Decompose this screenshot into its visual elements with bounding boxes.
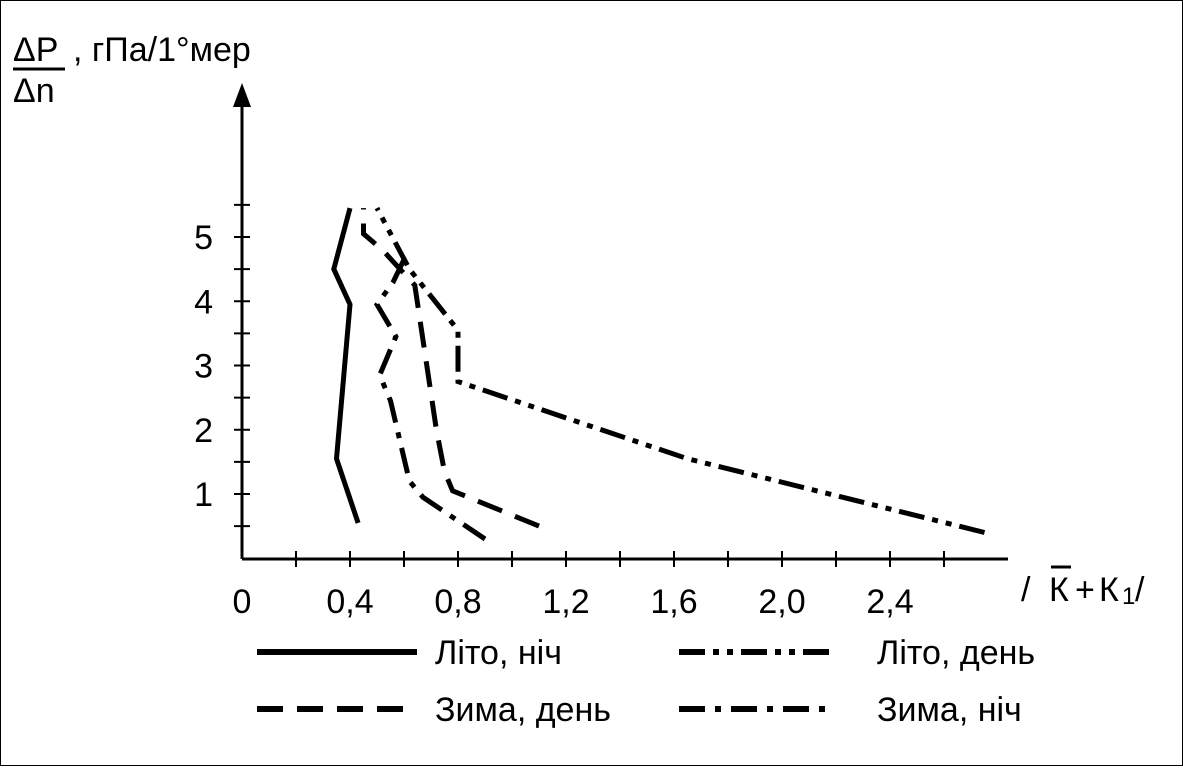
x-label-k1: К bbox=[1099, 571, 1119, 609]
x-tick-label: 1,6 bbox=[650, 583, 697, 621]
x-label-k-bar: К bbox=[1049, 571, 1069, 609]
legend-label: Літо, день bbox=[877, 634, 1035, 672]
y-tick-label: 2 bbox=[194, 412, 213, 450]
series-line-1 bbox=[331, 207, 361, 524]
y-tick-label: 1 bbox=[194, 476, 213, 514]
x-tick-label: 2,4 bbox=[866, 583, 913, 621]
x-tick-label: 2,0 bbox=[758, 583, 805, 621]
y-tick-label: 3 bbox=[194, 348, 213, 386]
series-line-2 bbox=[374, 206, 986, 535]
x-label-right-bar: / bbox=[1135, 571, 1145, 609]
series-lines bbox=[331, 206, 986, 542]
y-axis-arrow bbox=[233, 83, 251, 107]
legend: Літо, ніч Літо, день Зима, день Зима, ніч bbox=[257, 634, 1035, 729]
x-tick-label: 0,4 bbox=[326, 583, 373, 621]
x-tick-label: 0,8 bbox=[434, 583, 481, 621]
y-label-unit: , гПа/1°мер bbox=[73, 31, 251, 69]
y-label-numerator: ΔP bbox=[13, 31, 58, 69]
x-tick-label: 0 bbox=[233, 583, 252, 621]
y-axis-ticks: 1 2 3 4 5 bbox=[194, 203, 250, 528]
y-tick-label: 5 bbox=[194, 219, 213, 257]
x-axis-ticks: 0 0,4 0,8 1,2 1,6 2,0 2,4 bbox=[233, 551, 945, 621]
x-label-plus: + bbox=[1075, 571, 1095, 609]
x-label-k1-subscript: 1 bbox=[1122, 583, 1135, 610]
legend-label: Літо, ніч bbox=[435, 634, 562, 672]
legend-label: Зима, день bbox=[435, 691, 611, 729]
y-tick-label: 4 bbox=[194, 283, 213, 321]
y-axis-label: ΔP Δn , гПа/1°мер bbox=[13, 31, 251, 110]
series-line-4 bbox=[374, 258, 487, 542]
x-axis-label: / К + К 1 / bbox=[1021, 565, 1145, 610]
legend-label: Зима, ніч bbox=[877, 691, 1022, 729]
x-label-left-bar: / bbox=[1021, 571, 1031, 609]
x-tick-label: 1,2 bbox=[542, 583, 589, 621]
y-label-denominator: Δn bbox=[13, 72, 55, 110]
series-line-3 bbox=[361, 208, 540, 529]
